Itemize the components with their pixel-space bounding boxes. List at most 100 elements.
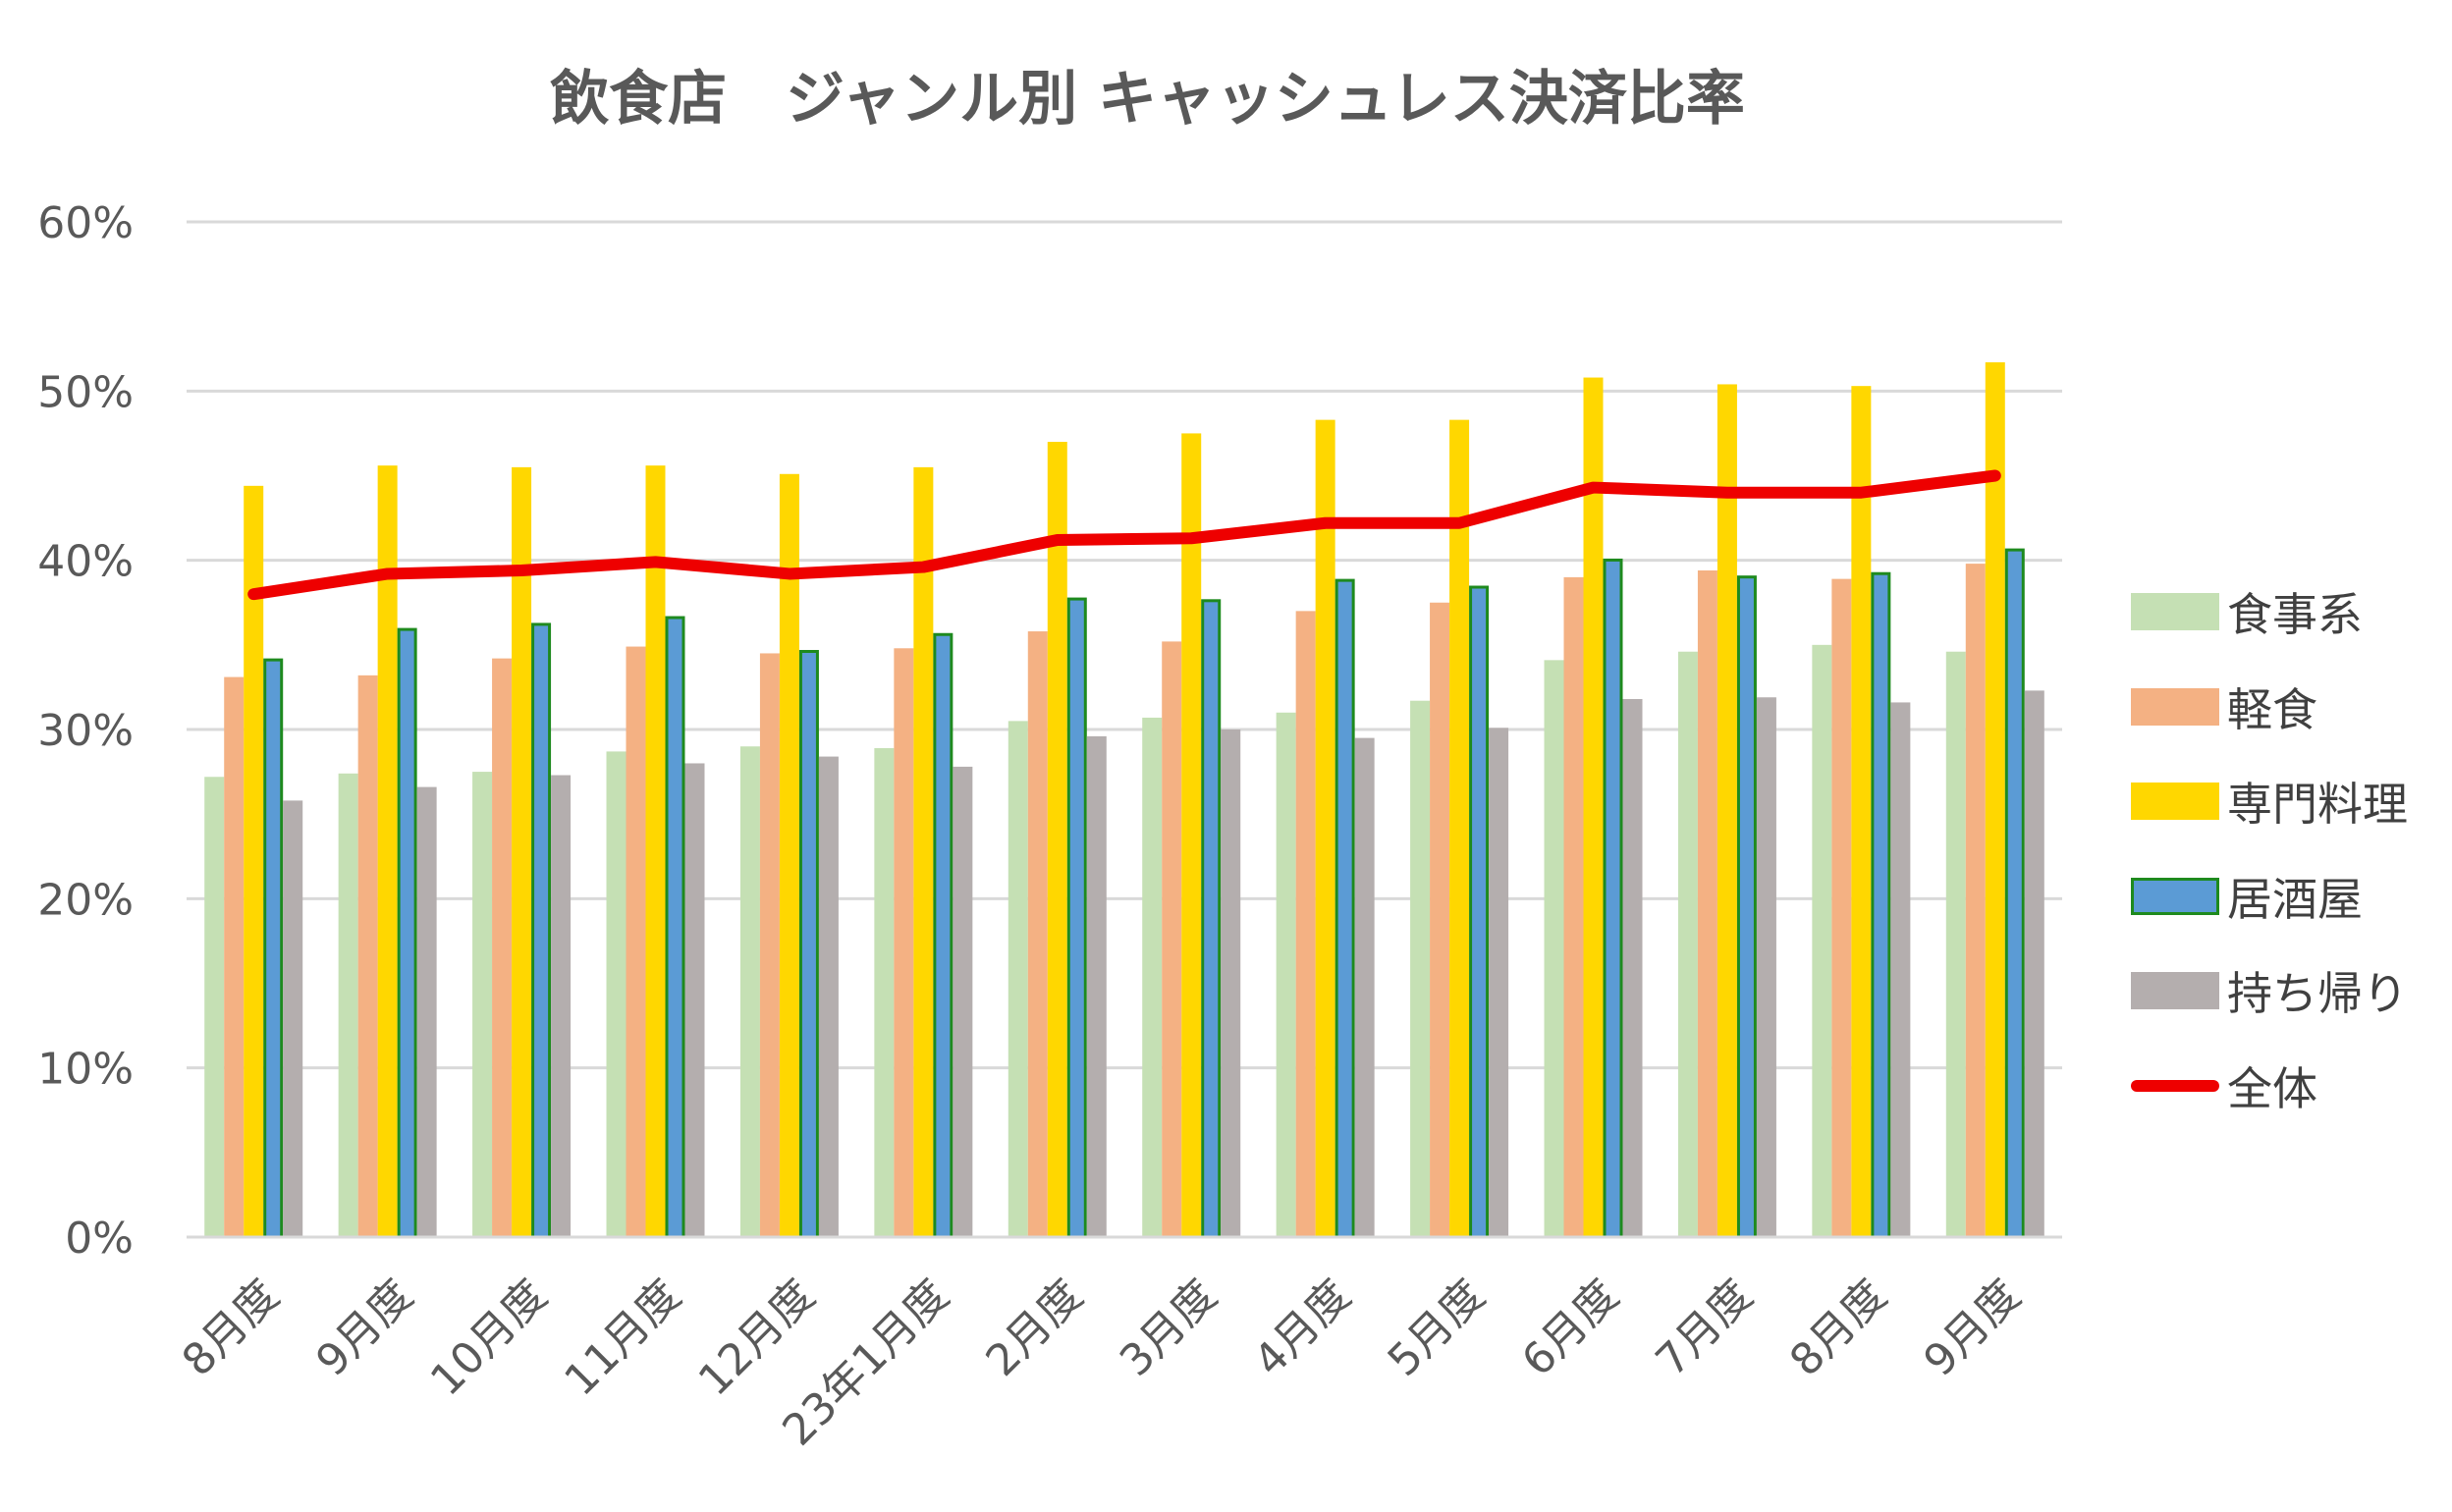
bar	[818, 756, 839, 1237]
bar	[1201, 599, 1222, 1239]
x-tick-label: 4月度	[1244, 1270, 1360, 1386]
legend: 食事系 軽食 専門料理 居酒屋 持ち帰り 全体	[2131, 565, 2408, 1133]
bar	[512, 466, 532, 1238]
bar	[1449, 419, 1470, 1237]
bar	[665, 616, 685, 1239]
legend-label: 全体	[2227, 1061, 2317, 1115]
x-tick-label: 8月度	[173, 1270, 289, 1386]
bar	[1354, 737, 1375, 1237]
legend-swatch-specialty	[2131, 783, 2219, 821]
legend-item: 全体	[2131, 1039, 2408, 1134]
legend-swatch-meal	[2131, 593, 2219, 631]
bar	[551, 775, 572, 1237]
bar	[224, 676, 245, 1237]
bar	[1622, 698, 1643, 1237]
bar	[1027, 631, 1048, 1237]
bar	[397, 627, 417, 1239]
x-tick-label: 7月度	[1647, 1270, 1763, 1386]
y-tick-label: 50%	[37, 367, 134, 417]
bar	[779, 473, 799, 1237]
legend-label: 居酒屋	[2227, 872, 2363, 926]
x-tick-label: 12月度	[689, 1270, 825, 1406]
legend-swatch-light-meal	[2131, 687, 2219, 726]
legend-swatch-total	[2131, 1079, 2219, 1092]
bar	[263, 658, 284, 1239]
bar	[1469, 585, 1490, 1239]
legend-item: 専門料理	[2131, 754, 2408, 849]
bar	[626, 646, 646, 1237]
bar	[1544, 660, 1564, 1237]
legend-label: 軽食	[2227, 682, 2317, 736]
bar	[1162, 641, 1182, 1237]
bar	[759, 653, 780, 1237]
y-axis-ticks: 0% 10% 20% 30% 40% 50% 60%	[37, 198, 134, 1264]
bar	[739, 746, 760, 1237]
bar	[416, 786, 437, 1237]
bar	[953, 766, 973, 1237]
bar	[1583, 377, 1604, 1238]
legend-swatch-izakaya	[2131, 877, 2219, 915]
legend-item: 軽食	[2131, 660, 2408, 755]
bar	[933, 632, 954, 1239]
bar	[1736, 575, 1757, 1239]
bar	[1221, 729, 1241, 1237]
bar	[684, 763, 705, 1237]
legend-swatch-takeout	[2131, 972, 2219, 1010]
x-tick-label: 11月度	[555, 1270, 690, 1406]
bar	[492, 658, 513, 1237]
y-tick-label: 20%	[37, 875, 134, 925]
bar	[894, 648, 914, 1237]
bar	[2024, 690, 2044, 1237]
legend-label: 持ち帰り	[2227, 967, 2408, 1021]
bar	[798, 650, 819, 1239]
bars	[204, 362, 2044, 1239]
bar	[1066, 597, 1087, 1239]
legend-item: 居酒屋	[2131, 849, 2408, 945]
bar	[1812, 644, 1832, 1237]
legend-item: 食事系	[2131, 565, 2408, 660]
bar	[1965, 564, 1986, 1237]
bar	[1871, 571, 1891, 1239]
bar	[338, 773, 358, 1237]
bar	[531, 622, 552, 1239]
bar	[1603, 558, 1623, 1239]
total-line	[247, 469, 2001, 601]
bar	[1410, 700, 1431, 1237]
bar	[1295, 611, 1316, 1237]
bar	[874, 747, 895, 1237]
bar	[357, 675, 378, 1237]
bar	[1430, 602, 1450, 1237]
bar	[1945, 651, 1966, 1237]
x-tick-label: 2月度	[976, 1270, 1092, 1386]
gridlines	[187, 220, 2062, 1070]
y-tick-label: 60%	[37, 198, 134, 248]
bar	[1697, 570, 1717, 1237]
legend-label: 食事系	[2227, 588, 2363, 642]
x-tick-label: 9月度	[306, 1270, 422, 1386]
bar	[283, 800, 303, 1237]
bar	[1831, 578, 1852, 1237]
bar	[1890, 702, 1911, 1237]
bar	[913, 466, 934, 1238]
chart-title: 飲食店 ジャンル別 キャッシュレス決済比率	[550, 65, 1745, 134]
bar	[2004, 548, 2025, 1239]
x-tick-label: 6月度	[1512, 1270, 1628, 1386]
bar	[204, 777, 225, 1237]
bar	[1047, 442, 1067, 1237]
bar	[1086, 735, 1107, 1237]
x-tick-label: 10月度	[421, 1270, 557, 1406]
bar	[1335, 578, 1355, 1239]
y-tick-label: 10%	[37, 1045, 134, 1095]
bar	[1008, 721, 1028, 1237]
x-tick-label: 9月度	[1914, 1270, 2030, 1386]
bar	[1756, 697, 1776, 1237]
bar	[1716, 384, 1737, 1237]
bar	[377, 465, 398, 1237]
bar	[1489, 728, 1509, 1237]
bar	[645, 465, 666, 1237]
legend-label: 専門料理	[2227, 778, 2408, 832]
bar	[1677, 651, 1698, 1237]
bar	[1142, 717, 1163, 1237]
